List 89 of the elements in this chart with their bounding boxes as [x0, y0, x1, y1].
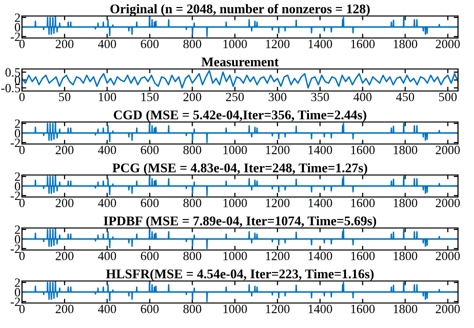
- y-tick-label: -0.5: [1, 84, 20, 92]
- x-tick-label: 100: [98, 92, 116, 102]
- y-tick-label: -2: [10, 244, 20, 253]
- x-tick-label: 1200: [266, 304, 290, 314]
- chart-title: HLSFR(MSE = 4.54e-04, Iter=223, Time=1.16s): [106, 269, 374, 282]
- y-tick-label: 0: [14, 235, 20, 244]
- x-tick-label: 2000: [436, 252, 460, 260]
- x-tick-label: 800: [183, 252, 202, 260]
- chart-title: PCG (MSE = 4.83e-04, Iter=248, Time=1.27s): [112, 163, 368, 176]
- x-tick-label: 1600: [351, 40, 375, 48]
- x-tick-label: 2000: [436, 304, 460, 314]
- x-tick-label: 1800: [394, 146, 418, 154]
- y-tick-label: 2: [14, 172, 20, 181]
- x-tick-label: 1000: [223, 40, 247, 48]
- x-tick-label: 450: [396, 92, 414, 102]
- x-tick-label: 300: [268, 92, 286, 102]
- x-tick-label: 2000: [436, 146, 460, 154]
- x-tick-label: 600: [140, 304, 159, 314]
- x-tick-label: 800: [183, 146, 202, 154]
- y-tick-label: 2: [14, 13, 20, 22]
- x-tick-label: 350: [311, 92, 329, 102]
- x-tick-label: 600: [140, 252, 159, 260]
- x-tick-label: 400: [98, 304, 116, 314]
- x-tick-label: 1200: [266, 40, 290, 48]
- y-tick-label: -2: [10, 138, 20, 147]
- x-tick-label: 1800: [394, 252, 418, 260]
- y-tick-label: 0: [14, 23, 20, 32]
- y-tick-label: 2: [14, 119, 20, 128]
- x-tick-label: 1800: [394, 198, 418, 208]
- x-tick-label: 200: [56, 146, 74, 154]
- x-tick-label: 50: [59, 92, 70, 102]
- x-tick-label: 150: [141, 92, 159, 102]
- x-tick-label: 1600: [351, 198, 375, 208]
- x-tick-label: 1800: [394, 304, 418, 314]
- x-tick-label: 400: [98, 198, 116, 208]
- x-tick-label: 2000: [436, 198, 460, 208]
- x-tick-label: 1000: [223, 252, 247, 260]
- y-tick-label: 0: [14, 182, 20, 190]
- x-tick-label: 400: [353, 92, 372, 102]
- y-tick-label: -2: [10, 192, 20, 200]
- line-series: [22, 122, 458, 144]
- x-tick-label: 400: [98, 146, 116, 154]
- x-tick-label: 1600: [351, 146, 375, 154]
- x-tick-label: 1000: [223, 146, 247, 154]
- x-tick-label: 200: [56, 40, 74, 48]
- x-tick-label: 400: [98, 252, 116, 260]
- x-tick-label: 200: [56, 198, 74, 208]
- x-tick-label: 500: [439, 92, 457, 102]
- x-tick-label: 200: [56, 252, 74, 260]
- x-tick-label: 1800: [394, 40, 418, 48]
- chart-title: CGD (MSE = 5.42e-04,Iter=356, Time=2.44s): [114, 110, 366, 122]
- x-tick-label: 1600: [351, 304, 375, 314]
- x-tick-label: 1200: [266, 252, 290, 260]
- line-series: [22, 175, 458, 196]
- line-series: [22, 70, 458, 89]
- x-tick-label: 250: [226, 92, 244, 102]
- x-tick-label: 1400: [308, 40, 332, 48]
- y-tick-label: -2: [10, 32, 20, 41]
- x-tick-label: 1200: [266, 146, 290, 154]
- y-tick-label: 0.5: [5, 68, 20, 77]
- x-tick-label: 800: [183, 198, 202, 208]
- x-tick-label: 400: [98, 40, 116, 48]
- y-tick-label: 2: [14, 225, 20, 234]
- x-tick-label: 600: [140, 40, 159, 48]
- line-series: [22, 228, 458, 250]
- x-tick-label: 200: [183, 92, 202, 102]
- x-tick-label: 2000: [436, 40, 460, 48]
- y-tick-label: 0: [14, 129, 20, 138]
- x-tick-label: 1200: [266, 198, 290, 208]
- y-tick-label: 0: [14, 288, 20, 296]
- y-tick-label: 2: [14, 278, 20, 287]
- x-tick-label: 600: [140, 198, 159, 208]
- x-tick-label: 1600: [351, 252, 375, 260]
- x-tick-label: 1400: [308, 252, 332, 260]
- x-tick-label: 1400: [308, 146, 332, 154]
- chart-title: IPDBF (MSE = 7.89e-04, Iter=1074, Time=5.69s): [104, 216, 376, 228]
- x-tick-label: 800: [183, 40, 202, 48]
- x-tick-label: 1400: [308, 198, 332, 208]
- chart-title: Measurement: [202, 58, 279, 66]
- line-series: [22, 16, 458, 38]
- line-series: [22, 281, 458, 302]
- x-tick-label: 1000: [223, 304, 247, 314]
- x-tick-label: 1000: [223, 198, 247, 208]
- x-tick-label: 200: [56, 304, 74, 314]
- y-tick-label: -2: [10, 298, 20, 306]
- x-tick-label: 800: [183, 304, 202, 314]
- x-tick-label: 600: [140, 146, 159, 154]
- x-tick-label: 1400: [308, 304, 332, 314]
- chart-title: Original (n = 2048, number of nonzeros = 128): [110, 4, 370, 16]
